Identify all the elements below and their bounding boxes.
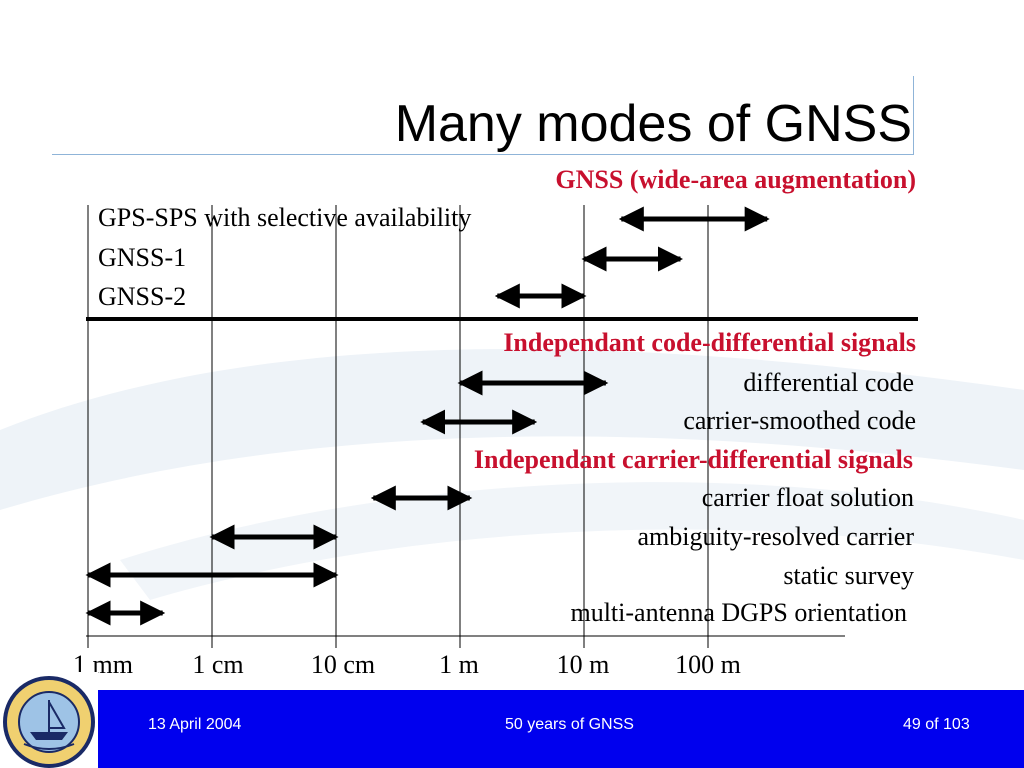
x-tick-label: 1 cm: [192, 650, 244, 679]
footer-page-number: 49 of 103: [903, 716, 970, 733]
x-tick-label: 100 m: [675, 650, 741, 679]
institute-logo: [0, 672, 98, 768]
footer-center-text: 50 years of GNSS: [505, 716, 634, 733]
row-label-carrier-smoothed: carrier-smoothed code: [683, 406, 916, 435]
range-chart: [85, 205, 918, 648]
row-label-wide-area: GNSS (wide-area augmentation): [555, 165, 916, 194]
x-tick-label: 10 m: [556, 650, 610, 679]
title-rule: [52, 154, 914, 155]
row-label-differential-code: differential code: [743, 368, 914, 397]
footer-date: 13 April 2004: [148, 716, 242, 733]
footer-bar: 13 April 2004 50 years of GNSS 49 of 103: [0, 690, 1024, 768]
x-tick-label: 1 m: [439, 650, 479, 679]
row-label-gnss1: GNSS-1: [98, 243, 187, 272]
row-label-gps-sps: GPS-SPS with selective availability: [98, 203, 472, 232]
row-label-gnss2: GNSS-2: [98, 282, 187, 311]
x-tick-label: 10 cm: [310, 650, 376, 679]
title-vertical-rule: [913, 76, 914, 154]
row-label-code-diff: Independant code-differential signals: [503, 328, 916, 357]
row-label-static-survey: static survey: [783, 561, 914, 590]
row-label-carrier-float: carrier float solution: [701, 483, 914, 512]
row-label-ambiguity: ambiguity-resolved carrier: [637, 522, 915, 551]
row-label-multi-antenna: multi-antenna DGPS orientation: [570, 598, 907, 627]
page-title: Many modes of GNSS: [394, 95, 912, 153]
row-label-carrier-diff: Independant carrier-differential signals: [473, 445, 913, 474]
